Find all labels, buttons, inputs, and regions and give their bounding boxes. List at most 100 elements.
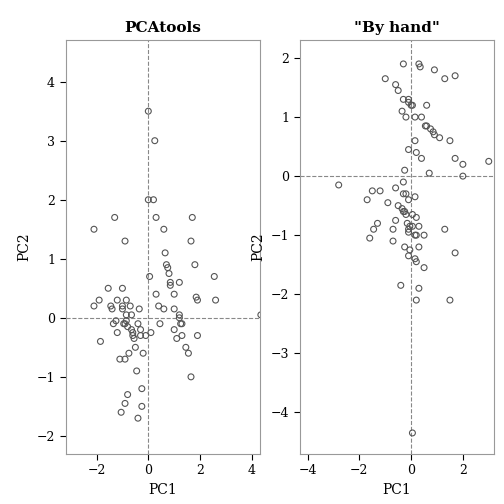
Point (394, 202, 402, 210)
Point (411, 231, 419, 239)
Point (139, 349, 147, 357)
X-axis label: PC1: PC1 (148, 482, 177, 496)
Point (459, 172, 467, 180)
Point (122, 296, 131, 304)
Point (142, 332, 150, 340)
Point (111, 213, 119, 221)
Point (451, 154, 459, 162)
Point (147, 329, 155, 337)
Point (107, 302, 115, 310)
Point (178, 320, 186, 328)
Point (170, 305, 178, 313)
Title: PCAtools: PCAtools (124, 21, 201, 35)
Point (369, 225, 377, 233)
X-axis label: PC1: PC1 (383, 482, 411, 496)
Point (406, 222, 414, 230)
Point (152, 290, 160, 298)
Point (366, 234, 374, 242)
Point (194, 332, 202, 340)
Point (182, 343, 190, 351)
Point (90, 225, 98, 233)
Point (392, 216, 400, 224)
Point (405, 252, 413, 260)
Point (138, 385, 146, 393)
Point (412, 258, 420, 266)
Point (130, 335, 138, 343)
Point (440, 75, 449, 83)
Point (405, 225, 413, 233)
Point (96, 337, 104, 345)
Point (394, 87, 402, 95)
Point (104, 284, 112, 292)
Point (210, 273, 218, 281)
Point (415, 243, 423, 251)
Point (402, 113, 410, 121)
Point (160, 225, 168, 233)
Point (137, 332, 145, 340)
Point (421, 122, 429, 130)
Point (368, 187, 376, 195)
Point (423, 101, 431, 109)
Point (402, 190, 410, 198)
Point (389, 237, 397, 245)
Point (402, 211, 410, 219)
Point (401, 243, 409, 251)
Point (363, 196, 371, 204)
Point (170, 290, 178, 298)
Point (121, 399, 129, 407)
Point (175, 314, 183, 322)
Point (120, 320, 128, 328)
Point (32, 311, 40, 319)
Point (144, 107, 152, 115)
Point (411, 137, 419, 145)
Point (415, 60, 423, 68)
Point (399, 178, 407, 186)
Point (151, 137, 159, 145)
Point (392, 81, 400, 89)
Point (411, 113, 419, 121)
Y-axis label: PC2: PC2 (17, 233, 31, 261)
Point (128, 311, 136, 319)
Point (187, 237, 195, 245)
Point (373, 219, 382, 227)
Point (118, 302, 127, 310)
Point (411, 193, 419, 201)
Point (392, 184, 400, 192)
Point (398, 205, 406, 213)
Point (399, 190, 407, 198)
Point (399, 95, 407, 103)
Point (112, 317, 120, 325)
Point (430, 66, 438, 74)
Point (133, 367, 141, 375)
Point (415, 19, 423, 27)
Point (192, 293, 200, 301)
Point (435, 134, 444, 142)
Point (426, 125, 434, 133)
Point (187, 373, 195, 381)
Point (415, 222, 423, 230)
Point (399, 60, 407, 68)
Point (146, 273, 154, 281)
Point (184, 349, 193, 357)
Point (166, 281, 174, 289)
Point (170, 326, 178, 334)
Point (399, 208, 407, 216)
Point (122, 311, 131, 319)
Point (411, 255, 419, 263)
Point (160, 305, 168, 313)
Point (166, 278, 174, 286)
Point (384, 199, 392, 207)
Point (123, 391, 132, 399)
Point (134, 320, 142, 328)
Point (144, 196, 152, 204)
Point (405, 196, 413, 204)
Title: "By hand": "By hand" (354, 21, 440, 35)
Point (451, 249, 459, 257)
Point (430, 131, 438, 139)
Point (173, 335, 181, 343)
Point (417, 154, 425, 162)
Point (162, 261, 170, 269)
Point (141, 479, 149, 487)
Point (118, 284, 127, 292)
Point (408, 211, 416, 219)
